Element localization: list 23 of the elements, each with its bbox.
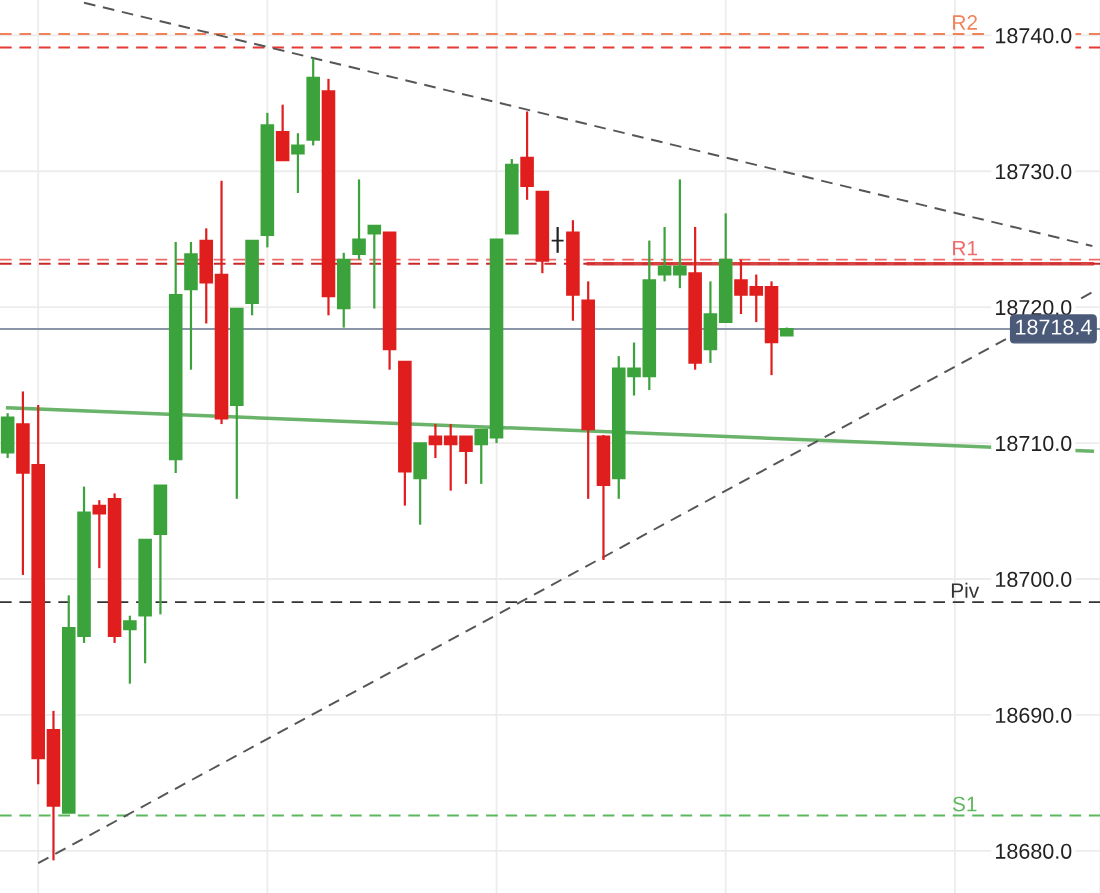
y-tick-label: 18700.0: [996, 571, 1072, 588]
candlestick: [443, 422, 458, 492]
candlestick: [474, 428, 489, 485]
candlestick: [367, 224, 382, 310]
ref-line-label: R1: [953, 240, 977, 256]
y-tick-label: 18720.0: [996, 299, 1072, 316]
ref-line-label: R2: [953, 15, 977, 30]
candlestick: [352, 178, 366, 261]
ref-line-label: Piv: [951, 582, 980, 598]
candlestick: [428, 422, 443, 460]
y-tick-label: 18710.0: [996, 435, 1072, 452]
ref-line-label: S1: [952, 796, 977, 812]
annotation: 18718.4: [1016, 319, 1092, 335]
y-tick-label: 18680.0: [996, 843, 1072, 859]
candlestick: [459, 435, 473, 485]
candlestick: [291, 132, 305, 195]
y-tick-label: 18740.0: [996, 28, 1072, 44]
candlestick: [123, 614, 137, 685]
candlestick: [550, 225, 565, 254]
candlestick: [92, 499, 107, 570]
y-tick-label: 18730.0: [996, 164, 1072, 180]
candlestick: [673, 178, 687, 290]
y-tick-label: 18690.0: [996, 707, 1072, 723]
